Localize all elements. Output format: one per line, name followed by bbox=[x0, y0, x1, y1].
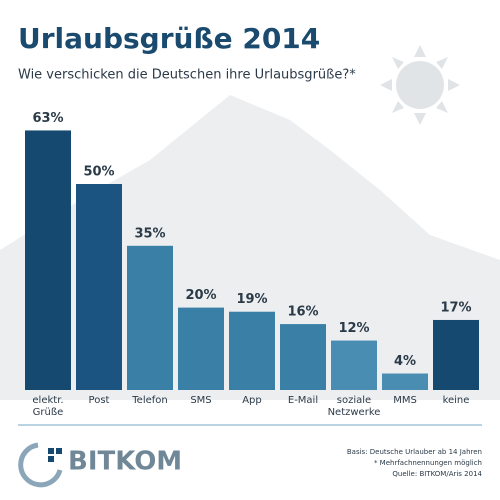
category-label: SMS bbox=[190, 395, 211, 406]
category-label: MMS bbox=[393, 395, 417, 406]
category-label: Post bbox=[89, 395, 110, 406]
bar bbox=[127, 245, 173, 390]
category-label: App bbox=[242, 395, 262, 406]
category-label: elektr. Grüße bbox=[32, 395, 63, 418]
logo: BITKOM bbox=[18, 442, 182, 488]
value-label: 35% bbox=[134, 226, 165, 241]
category-label: soziale Netzwerke bbox=[328, 395, 381, 418]
category-label: E-Mail bbox=[288, 395, 318, 406]
sun bbox=[380, 45, 460, 125]
bar bbox=[76, 184, 122, 390]
bar bbox=[178, 307, 224, 390]
value-label: 12% bbox=[338, 321, 369, 336]
value-label: 17% bbox=[440, 300, 471, 315]
bar bbox=[229, 311, 275, 390]
logo-text: BITKOM bbox=[68, 447, 182, 477]
value-label: 63% bbox=[32, 111, 63, 126]
bar bbox=[331, 340, 377, 390]
bar bbox=[382, 373, 428, 390]
mountain bbox=[0, 95, 500, 400]
chart-title: Urlaubsgrüße 2014 bbox=[18, 22, 320, 55]
bar bbox=[433, 319, 479, 390]
footnote: Quelle: BITKOM/Aris 2014 bbox=[392, 470, 482, 478]
value-label: 50% bbox=[83, 165, 114, 180]
bar bbox=[25, 130, 71, 390]
value-label: 4% bbox=[394, 354, 416, 369]
value-label: 20% bbox=[185, 288, 216, 303]
footnote: * Mehrfachnennungen möglich bbox=[374, 459, 482, 467]
chart-subtitle: Wie verschicken die Deutschen ihre Urlau… bbox=[18, 68, 356, 83]
category-label: keine bbox=[443, 395, 470, 406]
value-label: 19% bbox=[236, 292, 267, 307]
bar bbox=[280, 324, 326, 390]
value-label: 16% bbox=[287, 305, 318, 320]
category-label: Telefon bbox=[131, 395, 167, 406]
footnote: Basis: Deutsche Urlauber ab 14 Jahren bbox=[347, 448, 482, 456]
